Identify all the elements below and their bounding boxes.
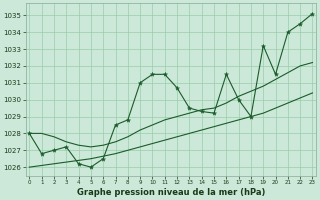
X-axis label: Graphe pression niveau de la mer (hPa): Graphe pression niveau de la mer (hPa) [77, 188, 265, 197]
